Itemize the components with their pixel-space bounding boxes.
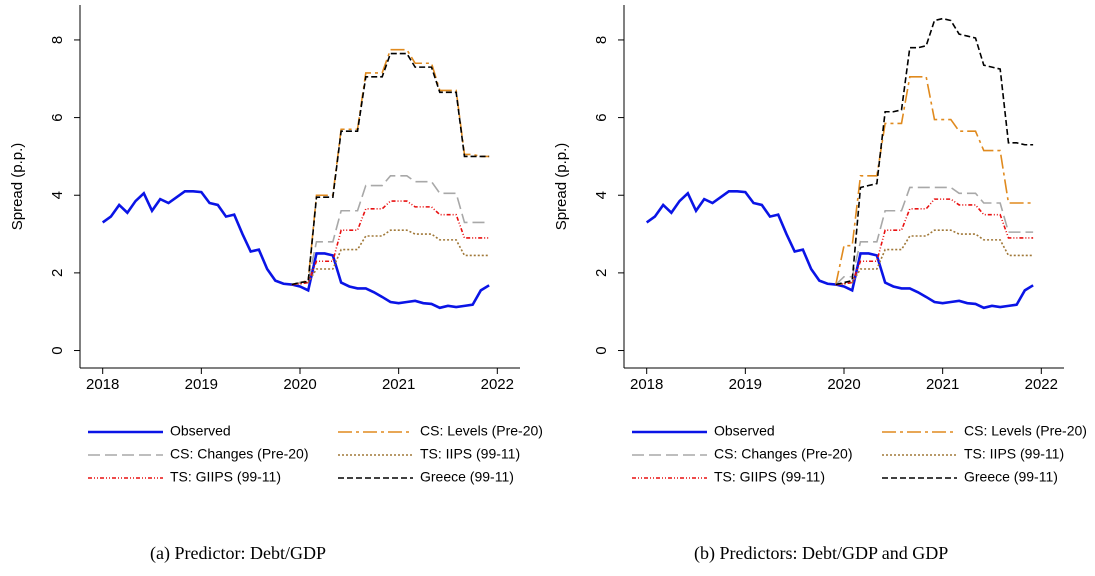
x-tick-label: 2020 [827, 376, 860, 393]
y-tick-label: 6 [49, 113, 66, 121]
x-tick-label: 2018 [86, 376, 119, 393]
legend-label: TS: IIPS (99-11) [420, 446, 520, 462]
caption: (a) Predictor: Debt/GDP [150, 543, 326, 564]
legend-label: TS: GIIPS (99-11) [714, 469, 825, 485]
legend-label: TS: IIPS (99-11) [964, 446, 1064, 462]
x-tick-label: 2020 [283, 376, 316, 393]
legend-label: TS: GIIPS (99-11) [170, 469, 281, 485]
series-line [291, 175, 490, 286]
y-axis-label: Spread (p.p.) [9, 143, 26, 231]
x-tick-label: 2019 [729, 376, 762, 393]
series-line [835, 229, 1034, 286]
series-line [291, 200, 490, 286]
series-line [291, 229, 490, 286]
x-tick-label: 2022 [1025, 376, 1058, 393]
series-line [101, 190, 490, 310]
legend-label: Observed [714, 423, 775, 439]
x-tick-label: 2021 [382, 376, 415, 393]
y-tick-label: 0 [49, 346, 66, 354]
x-tick-label: 2021 [926, 376, 959, 393]
y-tick-label: 2 [49, 269, 66, 277]
legend-label: CS: Changes (Pre-20) [170, 446, 309, 462]
x-tick-label: 2019 [185, 376, 218, 393]
legend-label: Observed [170, 423, 231, 439]
y-tick-label: 8 [593, 36, 610, 44]
y-axis-label: Spread (p.p.) [553, 143, 570, 231]
series-line [835, 17, 1034, 286]
caption: (b) Predictors: Debt/GDP and GDP [694, 543, 948, 564]
series-line [291, 48, 490, 286]
x-tick-label: 2022 [481, 376, 514, 393]
legend-label: CS: Levels (Pre-20) [420, 423, 543, 439]
y-tick-label: 6 [593, 113, 610, 121]
y-tick-label: 4 [593, 191, 610, 199]
legend-label: Greece (99-11) [420, 469, 514, 485]
series-line [835, 76, 1034, 285]
y-tick-label: 2 [593, 269, 610, 277]
x-tick-label: 2018 [630, 376, 663, 393]
y-tick-label: 4 [49, 191, 66, 199]
series-line [291, 52, 490, 286]
legend-label: CS: Levels (Pre-20) [964, 423, 1087, 439]
legend-label: CS: Changes (Pre-20) [714, 446, 853, 462]
y-tick-label: 8 [49, 36, 66, 44]
legend-label: Greece (99-11) [964, 469, 1058, 485]
series-line [835, 186, 1034, 286]
series-line [645, 190, 1034, 310]
series-line [835, 198, 1034, 286]
y-tick-label: 0 [593, 346, 610, 354]
